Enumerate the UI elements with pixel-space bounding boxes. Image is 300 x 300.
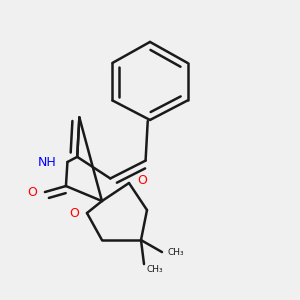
Text: O: O <box>137 174 147 187</box>
Text: O: O <box>27 185 37 199</box>
Text: NH: NH <box>38 155 57 169</box>
Text: CH₃: CH₃ <box>167 248 184 256</box>
Text: CH₃: CH₃ <box>146 265 163 274</box>
Text: O: O <box>69 206 79 220</box>
